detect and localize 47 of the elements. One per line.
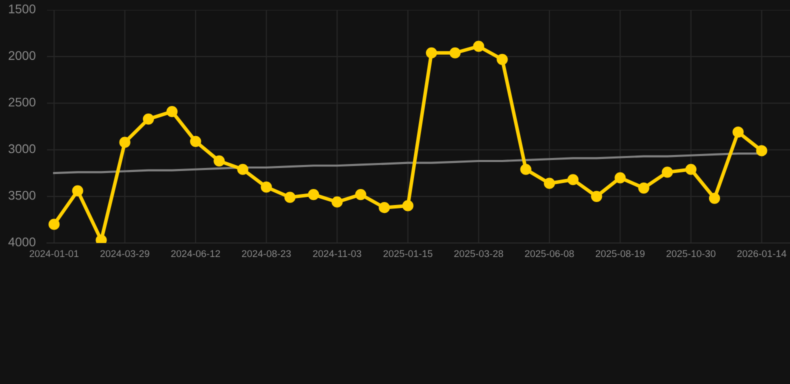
point (308, 188, 320, 200)
point (685, 164, 696, 175)
point (237, 164, 248, 175)
point (520, 164, 532, 175)
x-tick-label: 2025-03-28 (454, 250, 504, 258)
point (591, 190, 602, 202)
x-tick-label: 2025-01-15 (384, 250, 432, 258)
x-tick-label: 2024-06-12 (171, 250, 220, 258)
point (355, 188, 366, 200)
point (662, 166, 673, 178)
y-tick-label: 2500 (8, 98, 36, 107)
point (332, 196, 343, 208)
point (284, 192, 296, 203)
y-tick-label: 2000 (8, 51, 36, 60)
point (473, 40, 484, 52)
y-tick-label: 4000 (8, 238, 36, 246)
point (708, 192, 720, 204)
y-tick-label: 3500 (8, 190, 36, 200)
point (48, 218, 60, 230)
point (378, 202, 390, 214)
point (732, 126, 744, 138)
point (638, 182, 650, 194)
point (166, 106, 178, 118)
point (544, 178, 555, 189)
point (214, 155, 225, 167)
x-tick-label: 2024-08-23 (242, 250, 291, 258)
point (496, 54, 508, 65)
point (614, 172, 626, 184)
point (426, 47, 438, 58)
point (119, 136, 130, 148)
x-tick-label: 2025-08-19 (596, 250, 645, 258)
x-tick-label: 2025-06-08 (525, 250, 574, 258)
point (142, 113, 154, 125)
point (72, 185, 84, 196)
point (260, 182, 272, 193)
x-tick-label: 2024-11-03 (313, 250, 362, 258)
point (402, 200, 414, 212)
y-tick-label: 3000 (8, 144, 36, 154)
y-tick-label: 1500 (9, 4, 36, 14)
x-tick-label: 2024-01-01 (30, 250, 78, 258)
point (567, 174, 579, 186)
x-tick-label: 2024-03-29 (100, 250, 150, 258)
x-tick-label: 2025-10-30 (666, 250, 716, 258)
point (756, 145, 768, 156)
point (450, 47, 461, 58)
x-tick-label: 2026-01-14 (737, 250, 786, 258)
point (190, 136, 202, 147)
